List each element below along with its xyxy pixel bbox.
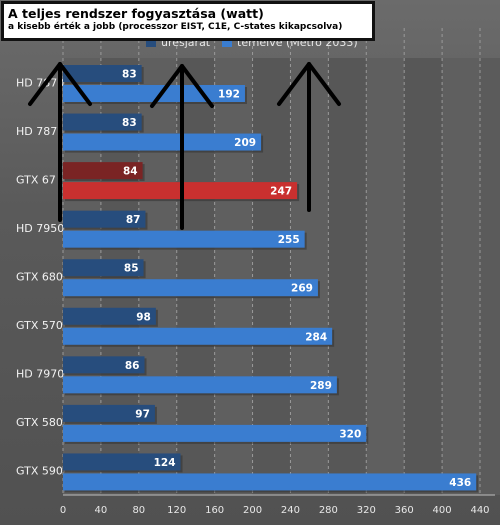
x-tick-label: 120 <box>167 505 186 516</box>
x-tick-label: 320 <box>357 505 376 516</box>
x-tick-label: 160 <box>205 505 224 516</box>
plot-band <box>404 58 443 495</box>
category-label: GTX 590 <box>16 465 63 478</box>
arrow-head <box>150 64 214 108</box>
category-label: GTX 580 <box>16 416 63 429</box>
plot-band <box>252 58 291 495</box>
bar-idle <box>63 113 142 131</box>
bar-idle <box>63 65 142 82</box>
bar-load <box>63 279 318 297</box>
x-tick-label: 440 <box>470 505 489 516</box>
chart-title-box: A teljes rendszer fogyasztása (watt) a k… <box>1 1 375 41</box>
bar-idle <box>63 259 144 277</box>
arrow-annotation-middle <box>150 64 214 230</box>
data-label-idle: 98 <box>136 311 151 323</box>
legend-swatch-idle <box>146 37 156 47</box>
data-label-idle: 124 <box>154 457 176 469</box>
plot-band <box>442 58 480 495</box>
plot-band <box>366 58 405 495</box>
category-label: HD 7870 <box>16 76 64 89</box>
bar-idle <box>63 453 181 471</box>
bar-idle <box>63 307 156 325</box>
data-label-idle: 83 <box>122 69 137 81</box>
arrow-annotation-left <box>28 62 92 222</box>
data-label-load: 255 <box>278 234 300 246</box>
data-label-load: 269 <box>291 283 313 295</box>
arrow-head <box>28 62 92 106</box>
arrow-head <box>277 62 341 106</box>
bar-load <box>63 133 262 151</box>
data-label-load: 320 <box>339 428 361 440</box>
plot-band <box>214 58 253 495</box>
category-label: HD 787 <box>16 125 57 138</box>
bar-idle <box>63 404 155 422</box>
bar-load <box>63 230 305 248</box>
data-label-idle: 84 <box>123 166 138 178</box>
x-tick-label: 40 <box>95 505 108 516</box>
x-tick-label: 360 <box>395 505 414 516</box>
bar-idle <box>63 356 145 374</box>
category-label: GTX 67 <box>16 173 56 186</box>
x-tick-label: 200 <box>243 505 262 516</box>
bar-load <box>63 376 337 394</box>
category-label: GTX 680 <box>16 271 63 284</box>
legend-swatch-load <box>222 37 232 47</box>
data-label-load: 192 <box>218 89 240 101</box>
x-tick-label: 0 <box>60 505 66 516</box>
arrow-annotation-right <box>277 62 341 212</box>
plot-band <box>328 58 367 495</box>
data-label-idle: 86 <box>125 360 140 372</box>
bar-load <box>63 424 367 442</box>
plot-band <box>480 58 500 495</box>
x-tick-label: 280 <box>319 505 338 516</box>
data-label-load: 436 <box>449 477 471 489</box>
bar-idle <box>63 210 146 228</box>
bar-load <box>63 327 333 345</box>
x-tick-label: 240 <box>281 505 300 516</box>
data-label-idle: 97 <box>135 408 150 420</box>
x-tick-label: 80 <box>132 505 145 516</box>
data-label-idle: 87 <box>126 214 141 226</box>
data-label-idle: 83 <box>122 117 137 129</box>
x-tick-label: 400 <box>433 505 452 516</box>
data-label-load: 284 <box>305 331 327 343</box>
bar-load <box>63 473 477 491</box>
chart-title: A teljes rendszer fogyasztása (watt) <box>8 6 264 21</box>
data-label-load: 209 <box>234 137 256 149</box>
category-label: HD 7970 <box>16 368 64 381</box>
chart-subtitle: a kisebb érték a jobb (processzor EIST, … <box>8 22 343 32</box>
category-label: GTX 570 <box>16 319 63 332</box>
data-label-idle: 85 <box>124 263 139 275</box>
data-label-load: 247 <box>270 186 292 198</box>
data-label-load: 289 <box>310 380 332 392</box>
bar-idle <box>63 162 143 180</box>
category-label: HD 7950 <box>16 222 64 235</box>
